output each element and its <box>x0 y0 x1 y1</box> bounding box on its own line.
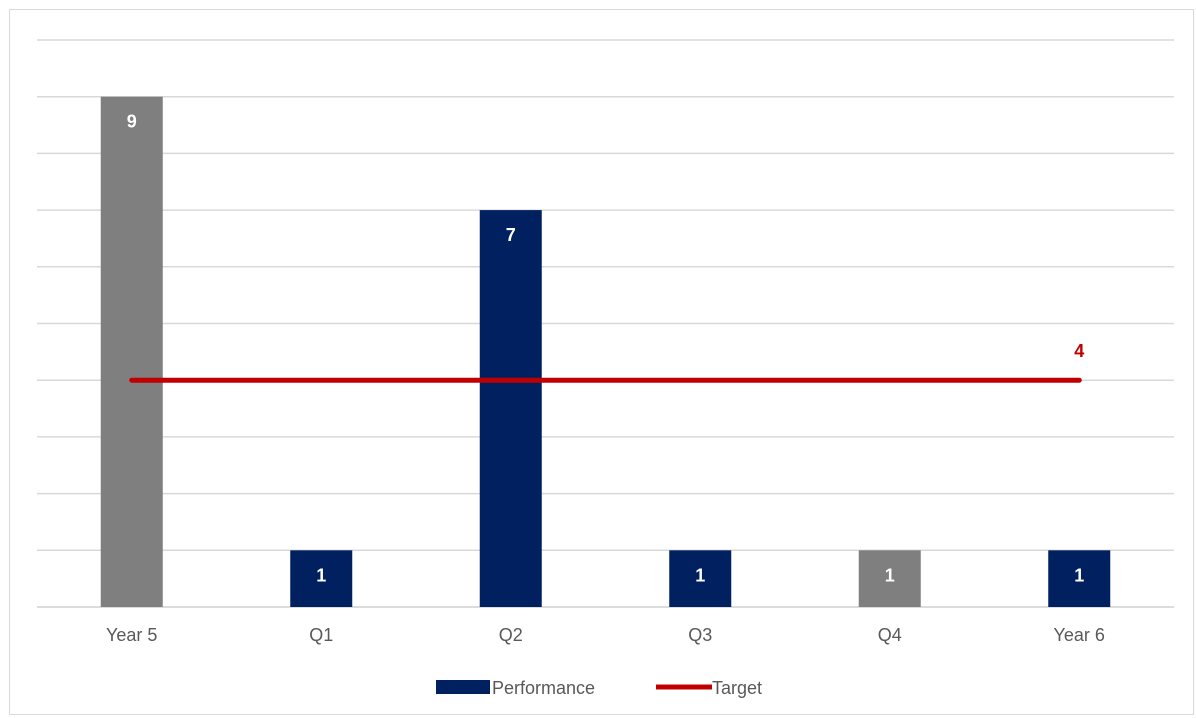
bar <box>858 550 921 607</box>
chart-frame <box>9 9 1194 715</box>
legend-swatch-performance <box>436 680 490 694</box>
x-tick-label: Year 6 <box>1054 625 1105 645</box>
target-data-label: 4 <box>1074 341 1084 361</box>
x-tick-label: Q3 <box>688 625 712 645</box>
target-series: 4 <box>129 341 1084 383</box>
bar-data-label: 1 <box>885 565 895 585</box>
bar <box>290 550 353 607</box>
x-tick-label: Q2 <box>499 625 523 645</box>
bar-data-label: 1 <box>695 565 705 585</box>
bar <box>1048 550 1111 607</box>
legend: Performance Target <box>436 678 762 698</box>
bar-data-label: 9 <box>127 112 137 132</box>
bar <box>669 550 732 607</box>
legend-label-performance: Performance <box>492 678 595 698</box>
bar <box>100 96 163 607</box>
bar-data-label: 7 <box>506 225 516 245</box>
bar-data-labels: 9 1 7 1 1 1 <box>127 112 1085 586</box>
x-axis-tick-labels: Year 5 Q1 Q2 Q3 Q4 Year 6 <box>106 625 1105 645</box>
performance-bars <box>100 96 1111 607</box>
x-tick-label: Q1 <box>309 625 333 645</box>
x-tick-label: Year 5 <box>106 625 157 645</box>
gridlines <box>37 39 1174 608</box>
bar-data-label: 1 <box>316 565 326 585</box>
bar-data-label: 1 <box>1074 565 1084 585</box>
legend-label-target: Target <box>712 678 762 698</box>
x-tick-label: Q4 <box>878 625 902 645</box>
bar <box>479 210 542 607</box>
